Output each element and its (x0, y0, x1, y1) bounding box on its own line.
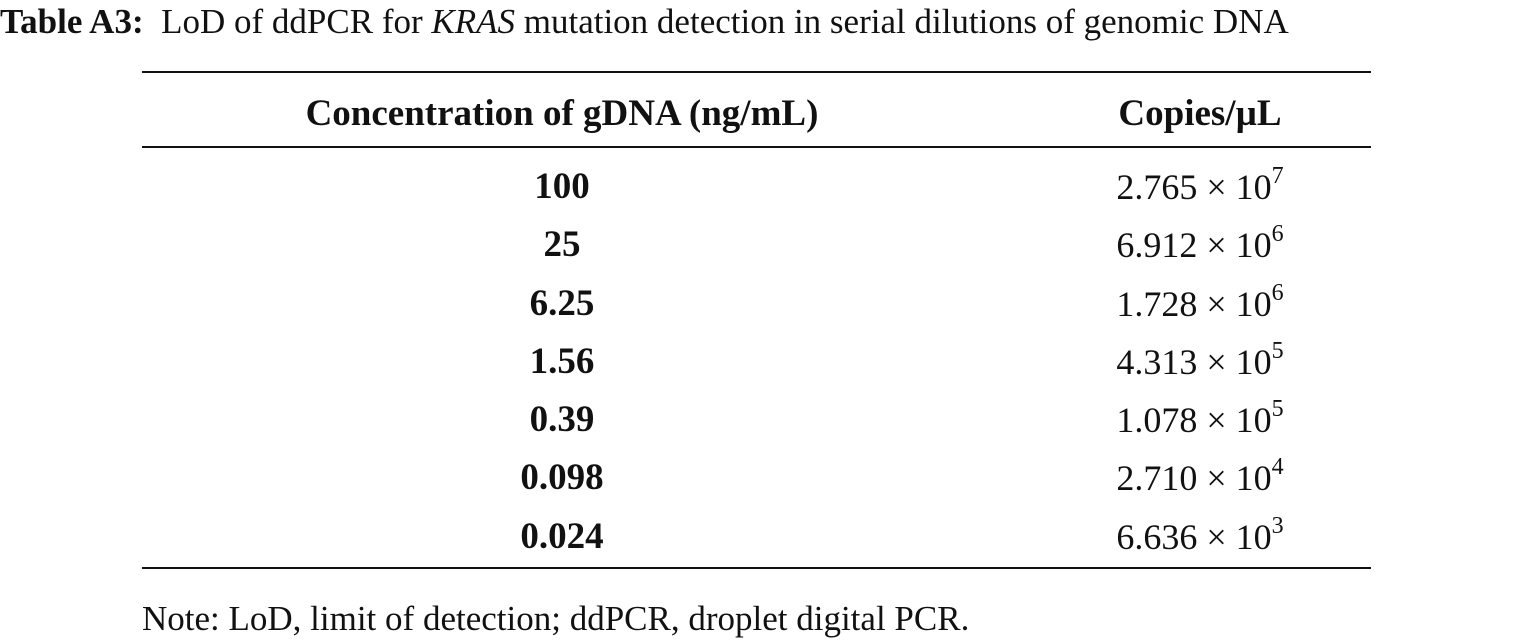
cell-concentration: 0.39 (529, 399, 595, 441)
copies-exponent: 3 (1271, 512, 1284, 539)
table-row: 0.39 1.078 × 105 (142, 391, 1371, 449)
copies-times: × (1206, 458, 1227, 499)
copies-exponent: 5 (1271, 337, 1284, 364)
cell-copies: 6.912 × 106 (1000, 216, 1400, 274)
table-header-rule (142, 146, 1371, 148)
copies-base: 10 (1235, 400, 1272, 441)
cell-concentration: 25 (543, 224, 581, 266)
copies-exponent: 4 (1271, 454, 1284, 481)
table-body: 100 2.765 × 107 25 6.912 × 106 6.25 1.72… (142, 158, 1371, 566)
table-caption-label: Table A3: (0, 2, 144, 41)
copies-base: 10 (1235, 516, 1272, 557)
copies-exponent: 6 (1271, 279, 1284, 306)
copies-mantissa: 6.636 (1116, 516, 1198, 557)
copies-base: 10 (1235, 167, 1272, 207)
copies-times: × (1206, 167, 1227, 207)
table-caption: Table A3: LoD of ddPCR for KRAS mutation… (0, 2, 1513, 42)
header-concentration: Concentration of gDNA (ng/mL) (305, 93, 819, 134)
copies-mantissa: 2.710 (1116, 458, 1198, 499)
copies-base: 10 (1235, 341, 1272, 382)
copies-times: × (1206, 225, 1227, 266)
cell-copies: 1.728 × 106 (1000, 275, 1400, 333)
copies-times: × (1206, 516, 1227, 557)
table-row: 100 2.765 × 107 (142, 158, 1371, 216)
table-row: 25 6.912 × 106 (142, 216, 1371, 274)
cell-copies: 1.078 × 105 (1000, 391, 1400, 449)
copies-times: × (1206, 341, 1227, 382)
copies-exponent: 7 (1271, 163, 1284, 189)
copies-mantissa: 4.313 (1116, 341, 1198, 382)
table-caption-text-after: mutation detection in serial dilutions o… (523, 2, 1289, 41)
cell-copies: 2.710 × 104 (1000, 449, 1400, 507)
cell-concentration: 1.56 (529, 340, 595, 382)
table-caption-gene: KRAS (431, 2, 515, 41)
copies-mantissa: 1.728 (1116, 283, 1198, 324)
table-caption-text-before: LoD of ddPCR for (161, 2, 423, 41)
table-bottom-rule (142, 567, 1371, 569)
table-row: 1.56 4.313 × 105 (142, 333, 1371, 391)
cell-concentration: 100 (534, 166, 590, 207)
cell-copies: 6.636 × 103 (1000, 508, 1400, 566)
copies-times: × (1206, 283, 1227, 324)
cell-copies: 4.313 × 105 (1000, 333, 1400, 391)
copies-mantissa: 2.765 (1116, 167, 1198, 207)
copies-exponent: 6 (1271, 221, 1284, 248)
table-row: 6.25 1.728 × 106 (142, 275, 1371, 333)
cell-copies: 2.765 × 107 (1000, 158, 1400, 216)
cell-concentration: 0.024 (520, 515, 604, 557)
table-top-rule (142, 71, 1371, 73)
copies-base: 10 (1235, 458, 1272, 499)
table-note: Note: LoD, limit of detection; ddPCR, dr… (142, 599, 970, 638)
cell-concentration: 6.25 (529, 282, 595, 324)
copies-mantissa: 1.078 (1116, 400, 1198, 441)
cell-concentration: 0.098 (520, 457, 604, 499)
copies-times: × (1206, 400, 1227, 441)
copies-exponent: 5 (1271, 396, 1284, 423)
copies-base: 10 (1235, 283, 1272, 324)
table-row: 0.098 2.710 × 104 (142, 449, 1371, 507)
copies-mantissa: 6.912 (1116, 225, 1198, 266)
header-copies: Copies/µL (1118, 93, 1282, 134)
copies-base: 10 (1235, 225, 1272, 266)
table-row: 0.024 6.636 × 103 (142, 508, 1371, 566)
